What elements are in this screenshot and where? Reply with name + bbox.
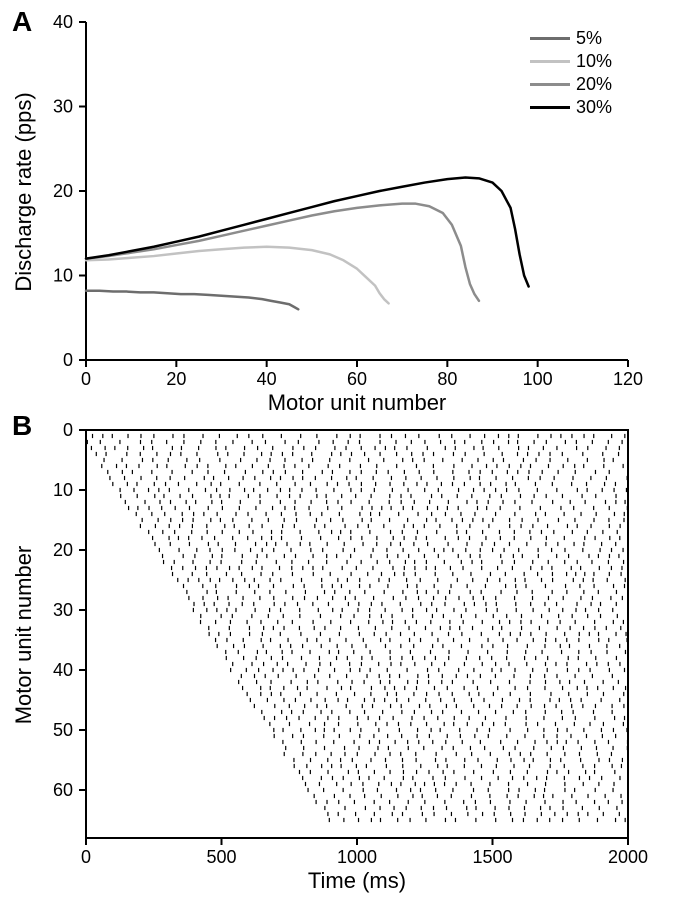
- svg-text:40: 40: [53, 12, 73, 32]
- svg-text:500: 500: [206, 847, 236, 867]
- svg-text:10: 10: [53, 266, 73, 286]
- svg-text:20: 20: [53, 540, 73, 560]
- legend-swatch: [530, 83, 570, 86]
- panel-b-xlabel: Time (ms): [86, 868, 628, 894]
- svg-text:100: 100: [523, 369, 553, 389]
- legend-item: 30%: [530, 97, 612, 118]
- legend-swatch: [530, 60, 570, 63]
- legend-label: 20%: [576, 74, 612, 95]
- panel-b-ylabel: Motor unit number: [11, 431, 37, 839]
- legend-item: 10%: [530, 51, 612, 72]
- legend-item: 20%: [530, 74, 612, 95]
- svg-text:20: 20: [53, 181, 73, 201]
- svg-text:0: 0: [81, 847, 91, 867]
- svg-text:40: 40: [257, 369, 277, 389]
- svg-text:30: 30: [53, 600, 73, 620]
- panel-b-svg: 05001000150020000102030405060: [86, 430, 628, 838]
- svg-text:2000: 2000: [608, 847, 648, 867]
- legend-label: 10%: [576, 51, 612, 72]
- svg-text:1000: 1000: [337, 847, 377, 867]
- figure-root: A 020406080100120010203040 Motor unit nu…: [0, 0, 673, 897]
- panel-a-xlabel: Motor unit number: [86, 390, 628, 416]
- legend-label: 5%: [576, 28, 602, 49]
- legend-swatch: [530, 37, 570, 40]
- panel-a-ylabel: Discharge rate (pps): [11, 23, 37, 361]
- legend-label: 30%: [576, 97, 612, 118]
- svg-text:40: 40: [53, 660, 73, 680]
- legend-item: 5%: [530, 28, 612, 49]
- svg-text:0: 0: [81, 369, 91, 389]
- svg-text:0: 0: [63, 350, 73, 370]
- svg-text:60: 60: [53, 780, 73, 800]
- legend-swatch: [530, 106, 570, 109]
- svg-text:80: 80: [437, 369, 457, 389]
- svg-text:50: 50: [53, 720, 73, 740]
- svg-text:120: 120: [613, 369, 643, 389]
- svg-text:0: 0: [63, 420, 73, 440]
- svg-text:30: 30: [53, 97, 73, 117]
- panel-b: 05001000150020000102030405060: [86, 430, 628, 838]
- svg-text:60: 60: [347, 369, 367, 389]
- svg-text:10: 10: [53, 480, 73, 500]
- panel-a-legend: 5%10%20%30%: [530, 28, 612, 120]
- svg-text:1500: 1500: [472, 847, 512, 867]
- svg-text:20: 20: [166, 369, 186, 389]
